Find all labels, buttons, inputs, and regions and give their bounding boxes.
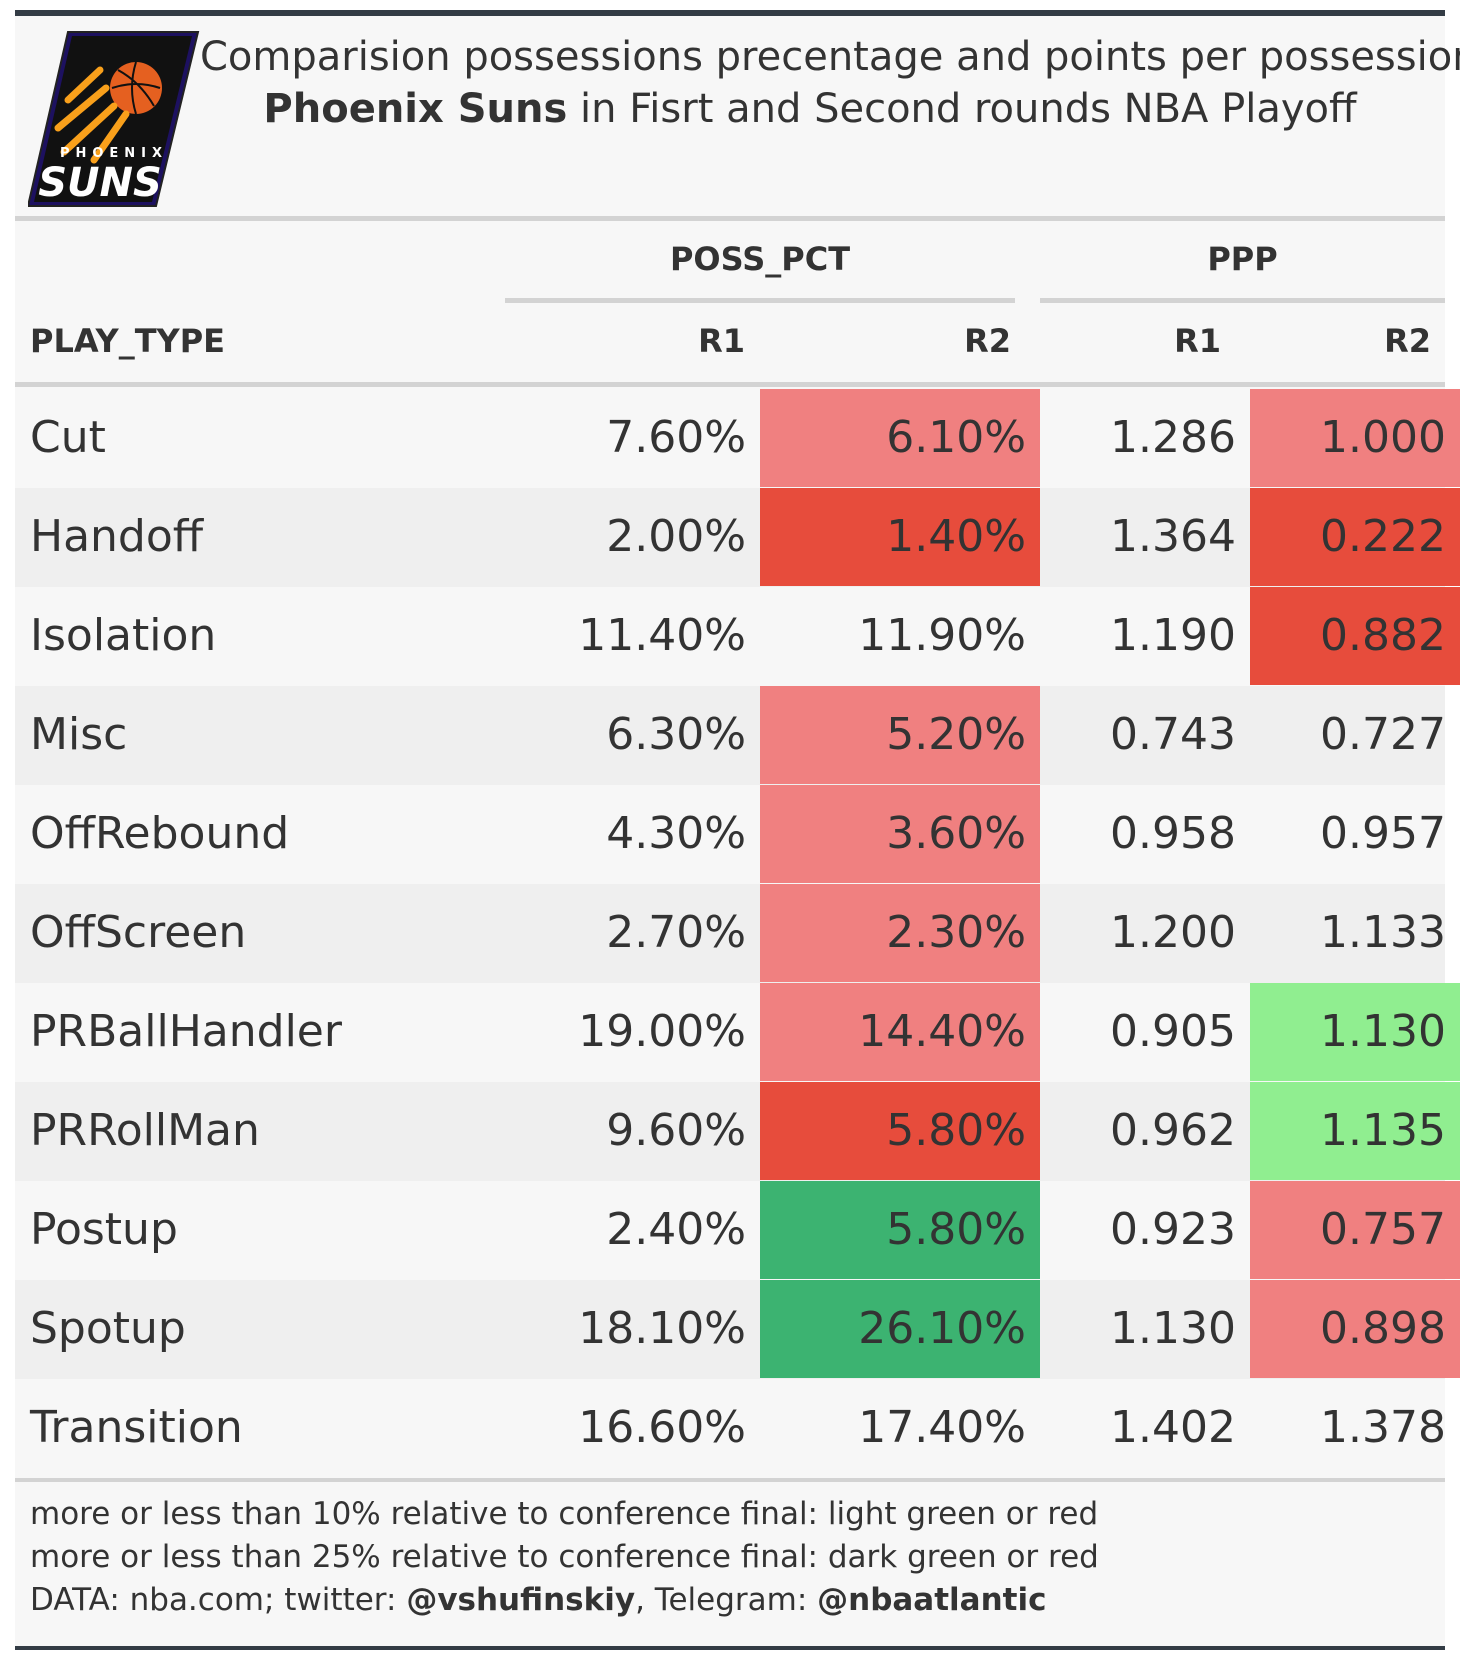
ppp-r1-cell: 0.962 [1110, 1105, 1236, 1156]
ppp-r1-cell: 1.364 [1110, 511, 1236, 562]
play-type-cell: OffScreen [30, 907, 247, 958]
poss-pct-r2-cell: 3.60% [760, 785, 1040, 883]
ppp-r1-cell: 1.130 [1110, 1303, 1236, 1354]
poss-pct-r1-cell: 18.10% [578, 1303, 746, 1354]
subtitle-rest: in Fisrt and Second rounds NBA Playoff [567, 86, 1357, 132]
subtitle-team: Phoenix Suns [263, 86, 568, 132]
logo-main-text: SUNS [38, 160, 162, 206]
spanner-poss-pct-line [505, 298, 1015, 303]
footnote-source-pre: DATA: nba.com; twitter: [30, 1582, 407, 1618]
ppp-r2-cell: 0.882 [1250, 587, 1460, 685]
poss-pct-r2-cell: 14.40% [760, 983, 1040, 1081]
poss-pct-r1-cell: 2.40% [606, 1204, 746, 1255]
table-row: Spotup 18.10% 26.10% 1.130 0.898 [15, 1280, 1460, 1379]
play-type-cell: Postup [30, 1204, 178, 1255]
poss-pct-r1-cell: 11.40% [578, 610, 746, 661]
ppp-r2-cell: 0.727 [1320, 709, 1446, 760]
footnote-source: DATA: nba.com; twitter: @vshufinskiy, Te… [30, 1582, 1046, 1618]
spanner-poss-pct: POSS_PCT [669, 240, 851, 278]
twitter-handle: @vshufinskiy [406, 1582, 636, 1618]
table-row: PRBallHandler 19.00% 14.40% 0.905 1.130 [15, 983, 1460, 1082]
footnote-light: more or less than 10% relative to confer… [30, 1496, 1099, 1532]
poss-pct-r1-cell: 6.30% [606, 709, 746, 760]
play-type-cell: Transition [30, 1402, 243, 1453]
ppp-r2-cell: 1.135 [1250, 1082, 1460, 1180]
poss-pct-r2-cell: 17.40% [858, 1402, 1026, 1453]
play-type-cell: Isolation [30, 610, 217, 661]
ppp-r1-cell: 0.958 [1110, 808, 1236, 859]
ppp-r2-cell: 1.130 [1250, 983, 1460, 1081]
ppp-r1-cell: 0.905 [1110, 1006, 1236, 1057]
ppp-r2-cell: 0.898 [1250, 1280, 1460, 1378]
poss-pct-r2-cell: 1.40% [760, 488, 1040, 586]
chart-title: Comparision possessions precentage and p… [200, 34, 1460, 80]
table-row: OffRebound 4.30% 3.60% 0.958 0.957 [15, 785, 1446, 884]
table-row: PRRollMan 9.60% 5.80% 0.962 1.135 [15, 1082, 1460, 1181]
ppp-r1-cell: 0.923 [1110, 1204, 1236, 1255]
table-row: Isolation 11.40% 11.90% 1.190 0.882 [15, 587, 1460, 686]
column-label-ppp-r1: R1 [1174, 322, 1221, 360]
poss-pct-r1-cell: 2.70% [606, 907, 746, 958]
ppp-r1-cell: 0.743 [1110, 709, 1236, 760]
poss-pct-r1-cell: 7.60% [606, 412, 746, 463]
play-type-cell: OffRebound [30, 808, 290, 859]
poss-pct-r2-cell: 11.90% [858, 610, 1026, 661]
ppp-r2-cell: 1.000 [1250, 389, 1460, 487]
play-type-cell: Handoff [30, 511, 204, 562]
poss-pct-r2-cell: 5.80% [760, 1181, 1040, 1279]
play-type-cell: PRBallHandler [30, 1006, 342, 1057]
poss-pct-r1-cell: 2.00% [606, 511, 746, 562]
table-row: OffScreen 2.70% 2.30% 1.200 1.133 [15, 884, 1446, 983]
footnote-source-mid: , Telegram: [635, 1582, 818, 1618]
spanner-ppp-line [1040, 298, 1445, 303]
spanner-ppp: PPP [1207, 240, 1278, 278]
header-bottom-rule [15, 382, 1445, 387]
play-type-cell: Misc [30, 709, 128, 760]
logo-top-text: PHOENIX [60, 146, 168, 161]
poss-pct-r2-cell: 6.10% [760, 389, 1040, 487]
poss-pct-r2-cell: 26.10% [760, 1280, 1040, 1378]
body-bottom-rule [15, 1478, 1445, 1482]
table-row: Handoff 2.00% 1.40% 1.364 0.222 [15, 488, 1460, 587]
table-row: Misc 6.30% 5.20% 0.743 0.727 [15, 686, 1446, 785]
ppp-r1-cell: 1.200 [1110, 907, 1236, 958]
ppp-r2-cell: 1.133 [1320, 907, 1446, 958]
ppp-r1-cell: 1.286 [1110, 412, 1236, 463]
column-label-poss-r1: R1 [698, 322, 745, 360]
table-row: Transition 16.60% 17.40% 1.402 1.378 [15, 1379, 1446, 1478]
ppp-r1-cell: 1.190 [1110, 610, 1236, 661]
poss-pct-r1-cell: 19.00% [578, 1006, 746, 1057]
column-label-poss-r2: R2 [964, 322, 1011, 360]
table-row: Cut 7.60% 6.10% 1.286 1.000 [15, 389, 1460, 488]
play-type-cell: PRRollMan [30, 1105, 260, 1156]
poss-pct-r2-cell: 5.20% [760, 686, 1040, 784]
poss-pct-r1-cell: 16.60% [578, 1402, 746, 1453]
header-top-rule [15, 216, 1445, 221]
column-label-ppp-r2: R2 [1384, 322, 1431, 360]
telegram-handle: @nbaatlantic [817, 1582, 1047, 1618]
column-label-play-type: PLAY_TYPE [30, 322, 226, 360]
ppp-r2-cell: 1.378 [1320, 1402, 1446, 1453]
table-row: Postup 2.40% 5.80% 0.923 0.757 [15, 1181, 1460, 1280]
ppp-r2-cell: 0.757 [1250, 1181, 1460, 1279]
poss-pct-r2-cell: 2.30% [760, 884, 1040, 982]
play-type-cell: Spotup [30, 1303, 186, 1354]
poss-pct-r1-cell: 9.60% [606, 1105, 746, 1156]
ppp-r2-cell: 0.222 [1250, 488, 1460, 586]
footnote-dark: more or less than 25% relative to confer… [30, 1539, 1099, 1575]
play-type-cell: Cut [30, 412, 106, 463]
poss-pct-r2-cell: 5.80% [760, 1082, 1040, 1180]
ppp-r2-cell: 0.957 [1320, 808, 1446, 859]
ppp-r1-cell: 1.402 [1110, 1402, 1236, 1453]
phoenix-suns-logo: PHOENIX SUNS [28, 31, 200, 207]
poss-pct-r1-cell: 4.30% [606, 808, 746, 859]
chart-subtitle: Phoenix Suns in Fisrt and Second rounds … [200, 86, 1420, 132]
